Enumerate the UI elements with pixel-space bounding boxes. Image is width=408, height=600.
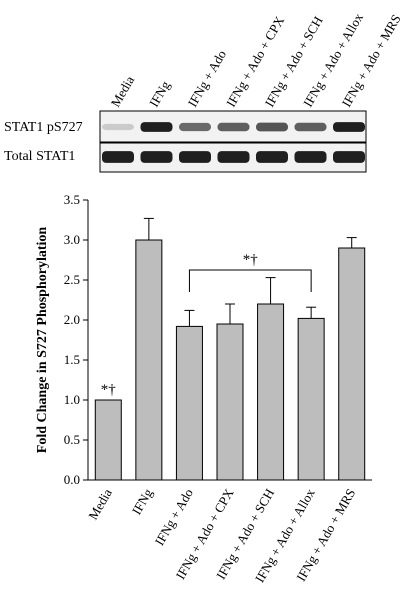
y-axis-label: Fold Change in S727 Phosphorylation: [35, 227, 50, 454]
blot-band: [217, 122, 250, 132]
significance-marker: *†: [101, 382, 117, 398]
significance-bracket: [188, 269, 312, 292]
blot-row-label-pS727: STAT1 pS727: [4, 120, 83, 135]
y-axis: 0.0 0.5 1.0 1.5 2.0 2.5 3.0 3.5: [64, 192, 89, 487]
y-tick-label: 2.5: [64, 272, 80, 287]
blot-band: [256, 151, 288, 163]
blot-band: [333, 122, 365, 132]
lane-label: IFNg: [146, 78, 173, 110]
bar: [175, 325, 203, 481]
blot-band: [140, 151, 173, 163]
bar: [94, 399, 122, 481]
y-tick-label: 3.0: [64, 232, 80, 247]
blot-band: [102, 151, 134, 163]
x-tick-label: IFNg: [129, 486, 156, 518]
bar: [257, 303, 285, 481]
bar: [135, 239, 163, 481]
blot-band: [179, 122, 211, 132]
y-tick-label: 3.5: [64, 192, 80, 207]
lane-label: IFNg + Ado: [185, 47, 229, 109]
y-tick-label: 1.0: [64, 392, 80, 407]
blot-band: [294, 151, 327, 163]
bar: [297, 317, 325, 481]
y-tick-label: 1.5: [64, 352, 80, 367]
bar: [216, 323, 244, 481]
lane-label: Media: [108, 73, 138, 109]
blot-band: [333, 151, 365, 163]
x-tick-label: IFNg + Ado: [152, 486, 196, 548]
blot-band: [179, 151, 211, 163]
blot-band: [294, 122, 327, 132]
total-stat1-bands: [102, 151, 365, 163]
bar: [338, 247, 366, 481]
blot-band: [140, 122, 173, 132]
blot-row-label-total: Total STAT1: [4, 149, 75, 164]
pS727-bands: [102, 122, 365, 132]
significance-marker: *†: [243, 252, 259, 268]
y-tick-label: 0.0: [64, 472, 80, 487]
x-tick-label: Media: [85, 486, 115, 522]
blot-band: [256, 122, 288, 132]
y-tick-label: 2.0: [64, 312, 80, 327]
y-tick-label: 0.5: [64, 432, 80, 447]
bars: [94, 217, 366, 481]
bar-chart: Fold Change in S727 Phosphorylation 0.00…: [35, 192, 372, 585]
blot-band: [217, 151, 250, 163]
significance-annotations: *† *†: [101, 252, 312, 398]
blot-band: [102, 123, 134, 131]
